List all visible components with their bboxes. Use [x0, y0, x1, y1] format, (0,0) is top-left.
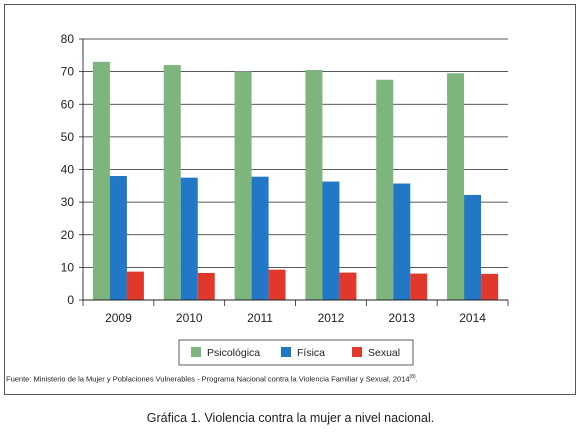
y-tick-label: 50 [61, 130, 75, 144]
bar-sexual-2011 [268, 269, 286, 300]
source-footnote-ref: (8) [409, 374, 416, 380]
bar-sexual-2010 [197, 272, 215, 300]
bar-física-2012 [322, 181, 340, 300]
bar-física-2011 [251, 176, 269, 300]
bar-psicológica-2014 [447, 73, 465, 300]
grid-lines [83, 38, 508, 301]
x-tick-label: 2014 [459, 311, 486, 325]
bar-psicológica-2013 [376, 79, 394, 300]
y-tick-label: 70 [61, 65, 75, 79]
bar-psicológica-2009 [92, 61, 110, 301]
y-tick-label: 30 [61, 195, 75, 209]
legend-swatch-física [281, 347, 291, 357]
x-tick-label: 2012 [318, 311, 345, 325]
legend-label: Sexual [368, 347, 400, 359]
x-tick-label: 2009 [105, 311, 132, 325]
bars [92, 61, 499, 301]
x-tick-label: 2011 [247, 311, 273, 325]
y-tick-label: 0 [67, 293, 74, 307]
figure-caption: Gráfica 1. Violencia contra la mujer a n… [146, 411, 435, 425]
bar-física-2013 [393, 183, 411, 300]
bar-sexual-2013 [410, 273, 428, 300]
bar-sexual-2012 [339, 272, 357, 300]
bar-psicológica-2011 [234, 71, 252, 300]
bar-física-2009 [109, 176, 127, 300]
bar-física-2014 [464, 194, 482, 300]
legend: Psicológica Física Sexual [178, 339, 414, 366]
legend-swatch-sexual [352, 347, 362, 357]
legend-label: Física [297, 347, 325, 359]
legend-swatch-psicológica [191, 347, 201, 357]
source-note: Fuente: Ministerio de la Mujer y Poblaci… [6, 374, 418, 384]
y-tick-label: 20 [61, 228, 75, 242]
legend-box [178, 339, 414, 366]
bar-sexual-2009 [126, 271, 144, 300]
y-tick-label: 40 [61, 163, 75, 177]
bar-psicológica-2012 [305, 69, 323, 301]
source-text: Fuente: Ministerio de la Mujer y Poblaci… [6, 374, 410, 384]
x-axis: 2009 2010 2011 2012 2013 2014 [82, 299, 509, 325]
x-tick-label: 2013 [388, 311, 415, 325]
legend-label: Psicológica [207, 347, 260, 359]
bar-sexual-2014 [481, 273, 499, 300]
y-axis: 0 10 20 30 40 50 60 70 80 [61, 32, 84, 307]
y-tick-label: 10 [61, 260, 75, 274]
bar-psicológica-2010 [163, 65, 181, 300]
bar-física-2010 [180, 177, 198, 300]
x-tick-label: 2010 [176, 311, 203, 325]
y-tick-label: 80 [61, 32, 75, 46]
y-tick-label: 60 [61, 97, 75, 111]
